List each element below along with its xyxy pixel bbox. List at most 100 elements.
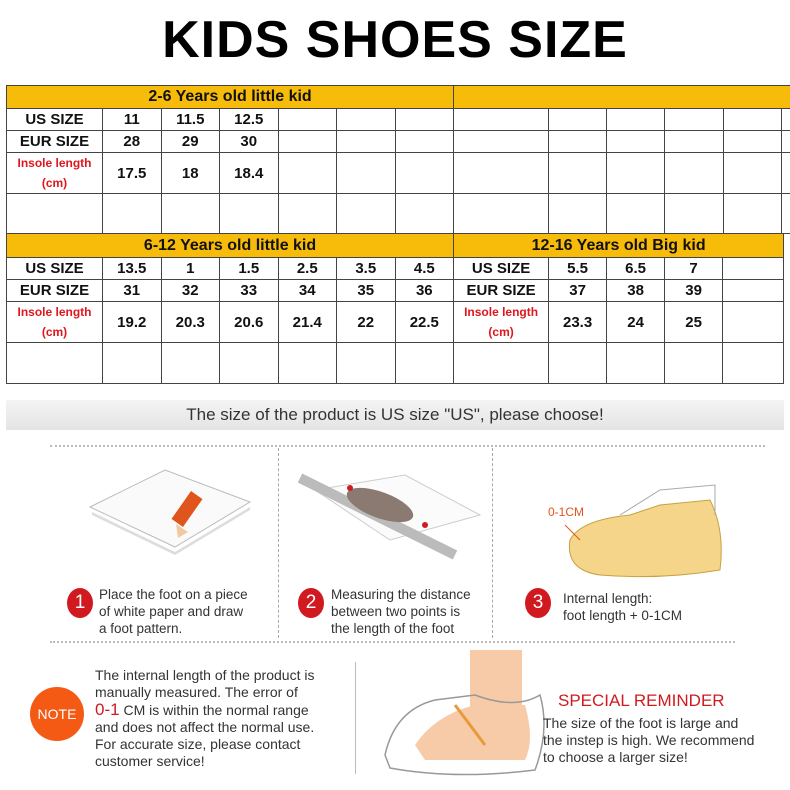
cell xyxy=(394,130,455,153)
cell xyxy=(336,152,396,194)
cell xyxy=(277,342,337,384)
cell: 34 xyxy=(277,279,337,302)
insole-unit: (cm) xyxy=(41,176,68,190)
table-row-insole: Insole length (cm) 19.2 20.3 20.6 21.4 22 22.5… xyxy=(6,301,785,343)
cell xyxy=(664,108,724,131)
row-label: Insole length (cm) xyxy=(6,301,103,343)
cell: 22 xyxy=(336,301,396,343)
table-row-us: US SIZE 13.5 1 1.5 2.5 3.5 4.5 US SIZE 5.5 6.5 7 xyxy=(6,257,785,280)
cell: 17.5 xyxy=(102,152,162,194)
step-2-text: Measuring the distance between two points… xyxy=(331,586,471,637)
cell: 18.4 xyxy=(219,152,279,194)
line: For accurate size, please contact xyxy=(95,736,301,752)
step-3-badge: 3 xyxy=(525,588,551,618)
cell xyxy=(722,193,782,234)
insole-unit: (cm) xyxy=(41,325,68,339)
cell xyxy=(606,130,666,153)
cell xyxy=(664,152,724,194)
row-label: US SIZE xyxy=(6,108,103,131)
cell xyxy=(664,193,724,234)
cell: 25 xyxy=(664,301,724,343)
paper-pencil-illustration xyxy=(88,469,252,555)
page-title: KIDS SHOES SIZE xyxy=(162,11,628,69)
cell xyxy=(453,342,550,384)
line: foot length + 0-1CM xyxy=(563,608,682,623)
shoe-insole-illustration xyxy=(564,484,722,578)
cell xyxy=(606,152,666,194)
line: The size of the foot is large and xyxy=(543,715,739,731)
cell: 28 xyxy=(102,130,162,153)
cell xyxy=(722,279,785,302)
foot-measure-illustration xyxy=(297,473,482,560)
line: CM is within the normal range xyxy=(119,702,309,718)
cell xyxy=(548,108,608,131)
cell xyxy=(219,342,279,384)
cell: 1 xyxy=(160,257,220,280)
cell: 19.2 xyxy=(102,301,162,343)
cell xyxy=(548,130,608,153)
cell xyxy=(548,152,608,194)
line: customer service! xyxy=(95,753,205,769)
cell xyxy=(780,130,790,153)
error-range: 0-1 xyxy=(95,700,120,719)
row-label: EUR SIZE xyxy=(453,279,550,302)
cell xyxy=(277,130,337,153)
cell xyxy=(394,342,455,384)
cell xyxy=(160,193,220,234)
cell: 11.5 xyxy=(160,108,220,131)
line: and does not affect the normal use. xyxy=(95,719,315,735)
cell: 24 xyxy=(606,301,666,343)
cell: 13.5 xyxy=(102,257,162,280)
divider xyxy=(50,445,765,447)
cell xyxy=(336,108,396,131)
cell: 1.5 xyxy=(219,257,279,280)
cell: 33 xyxy=(219,279,279,302)
row-label: Insole length (cm) xyxy=(453,301,550,343)
line: Place the foot on a piece xyxy=(99,587,248,602)
cell: 4.5 xyxy=(394,257,455,280)
line: the instep is high. We recommend xyxy=(543,732,755,748)
group-header: 12-16 Years old Big kid xyxy=(453,233,785,258)
cell: 7 xyxy=(664,257,724,280)
insole-label: Insole length xyxy=(17,156,92,170)
shoe-gap-label: 0-1CM xyxy=(548,505,585,519)
us-size-banner: The size of the product is US size "US",… xyxy=(6,400,784,430)
cell xyxy=(160,342,220,384)
cell xyxy=(453,108,550,131)
cell: 37 xyxy=(548,279,608,302)
cell xyxy=(394,152,455,194)
cell: 23.3 xyxy=(548,301,608,343)
group-header-empty xyxy=(453,85,790,109)
line: between two points is xyxy=(331,604,461,619)
cell xyxy=(722,108,782,131)
cell: 11 xyxy=(102,108,162,131)
cell: 36 xyxy=(394,279,455,302)
line: Internal length: xyxy=(563,591,653,606)
cell xyxy=(780,108,790,131)
cell xyxy=(453,193,550,234)
step-1-badge: 1 xyxy=(67,588,93,618)
cell xyxy=(780,152,790,194)
cell: 20.6 xyxy=(219,301,279,343)
size-table-1: 2-6 Years old little kid US SIZE 11 11.5 1… xyxy=(5,85,790,234)
table-row-insole: Insole length (cm) 17.5 18 18.4 xyxy=(6,152,790,194)
line: manually measured. The error of xyxy=(95,684,298,700)
line: the length of the foot xyxy=(331,621,455,636)
cell xyxy=(336,193,396,234)
table-row-empty xyxy=(6,342,785,384)
cell xyxy=(102,193,162,234)
cell: 38 xyxy=(606,279,666,302)
size-table-2: 6-12 Years old little kid 12-16 Years old… xyxy=(5,233,785,384)
cell xyxy=(336,130,396,153)
cell xyxy=(606,193,666,234)
row-label: Insole length (cm) xyxy=(6,152,103,194)
table-row-eur: EUR SIZE 28 29 30 xyxy=(6,130,790,153)
row-label: US SIZE xyxy=(453,257,550,280)
cell xyxy=(277,108,337,131)
cell: 12.5 xyxy=(219,108,279,131)
cell: 31 xyxy=(102,279,162,302)
line: Measuring the distance xyxy=(331,587,471,602)
row-label: EUR SIZE xyxy=(6,279,103,302)
special-reminder-title: SPECIAL REMINDER xyxy=(558,691,725,710)
cell xyxy=(722,257,785,280)
